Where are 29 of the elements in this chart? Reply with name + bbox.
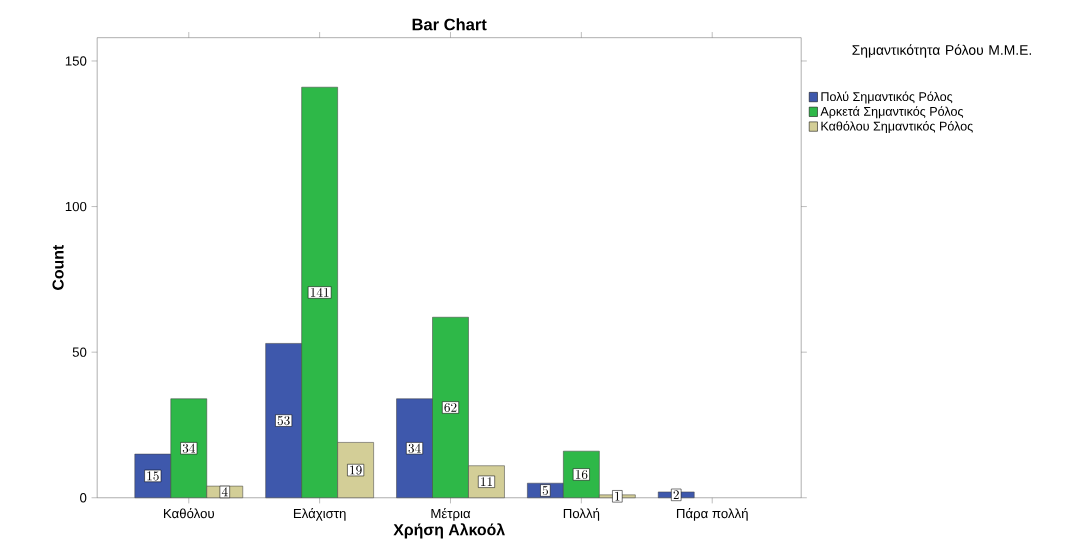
y-axis-title: Count bbox=[52, 244, 64, 290]
x-tick-label: Ελάχιστη bbox=[293, 507, 346, 521]
legend-label: Πολύ Σημαντικός Ρόλος bbox=[821, 91, 953, 104]
data-label: 5 bbox=[542, 485, 548, 495]
x-tick-label: Καθόλου bbox=[163, 507, 215, 518]
data-label: 34 bbox=[408, 443, 421, 453]
y-tick-label: 100 bbox=[65, 201, 87, 212]
data-label: 62 bbox=[444, 402, 457, 412]
y-tick-label: 150 bbox=[65, 56, 87, 66]
data-label: 19 bbox=[350, 465, 362, 475]
data-label: 4 bbox=[221, 487, 228, 497]
legend-label: Καθόλου Σημαντικός Ρόλος bbox=[821, 120, 973, 133]
data-label: 15 bbox=[147, 471, 159, 481]
legend-title: Σημαντικότητα Ρόλου Μ.Μ.Ε. bbox=[852, 44, 1032, 58]
data-label: 53 bbox=[277, 415, 290, 425]
data-label: 11 bbox=[481, 477, 493, 486]
x-tick-label: Πάρα πολλή bbox=[676, 507, 748, 521]
x-tick-label: Πολλή bbox=[563, 507, 600, 521]
data-label: 141 bbox=[310, 287, 329, 297]
x-axis-title: Χρήση Αλκοόλ bbox=[393, 523, 505, 539]
data-label: 34 bbox=[182, 443, 196, 453]
x-tick-label: Μέτρια bbox=[431, 507, 471, 521]
y-tick-label: 0 bbox=[80, 492, 87, 503]
data-label: 2 bbox=[673, 490, 679, 499]
y-tick-label: 50 bbox=[72, 347, 87, 357]
data-label: 16 bbox=[575, 469, 588, 479]
data-label: 1 bbox=[615, 491, 620, 501]
legend-label: Αρκετά Σημαντικός Ρόλος bbox=[820, 106, 964, 119]
chart-title: Bar Chart bbox=[412, 18, 487, 31]
